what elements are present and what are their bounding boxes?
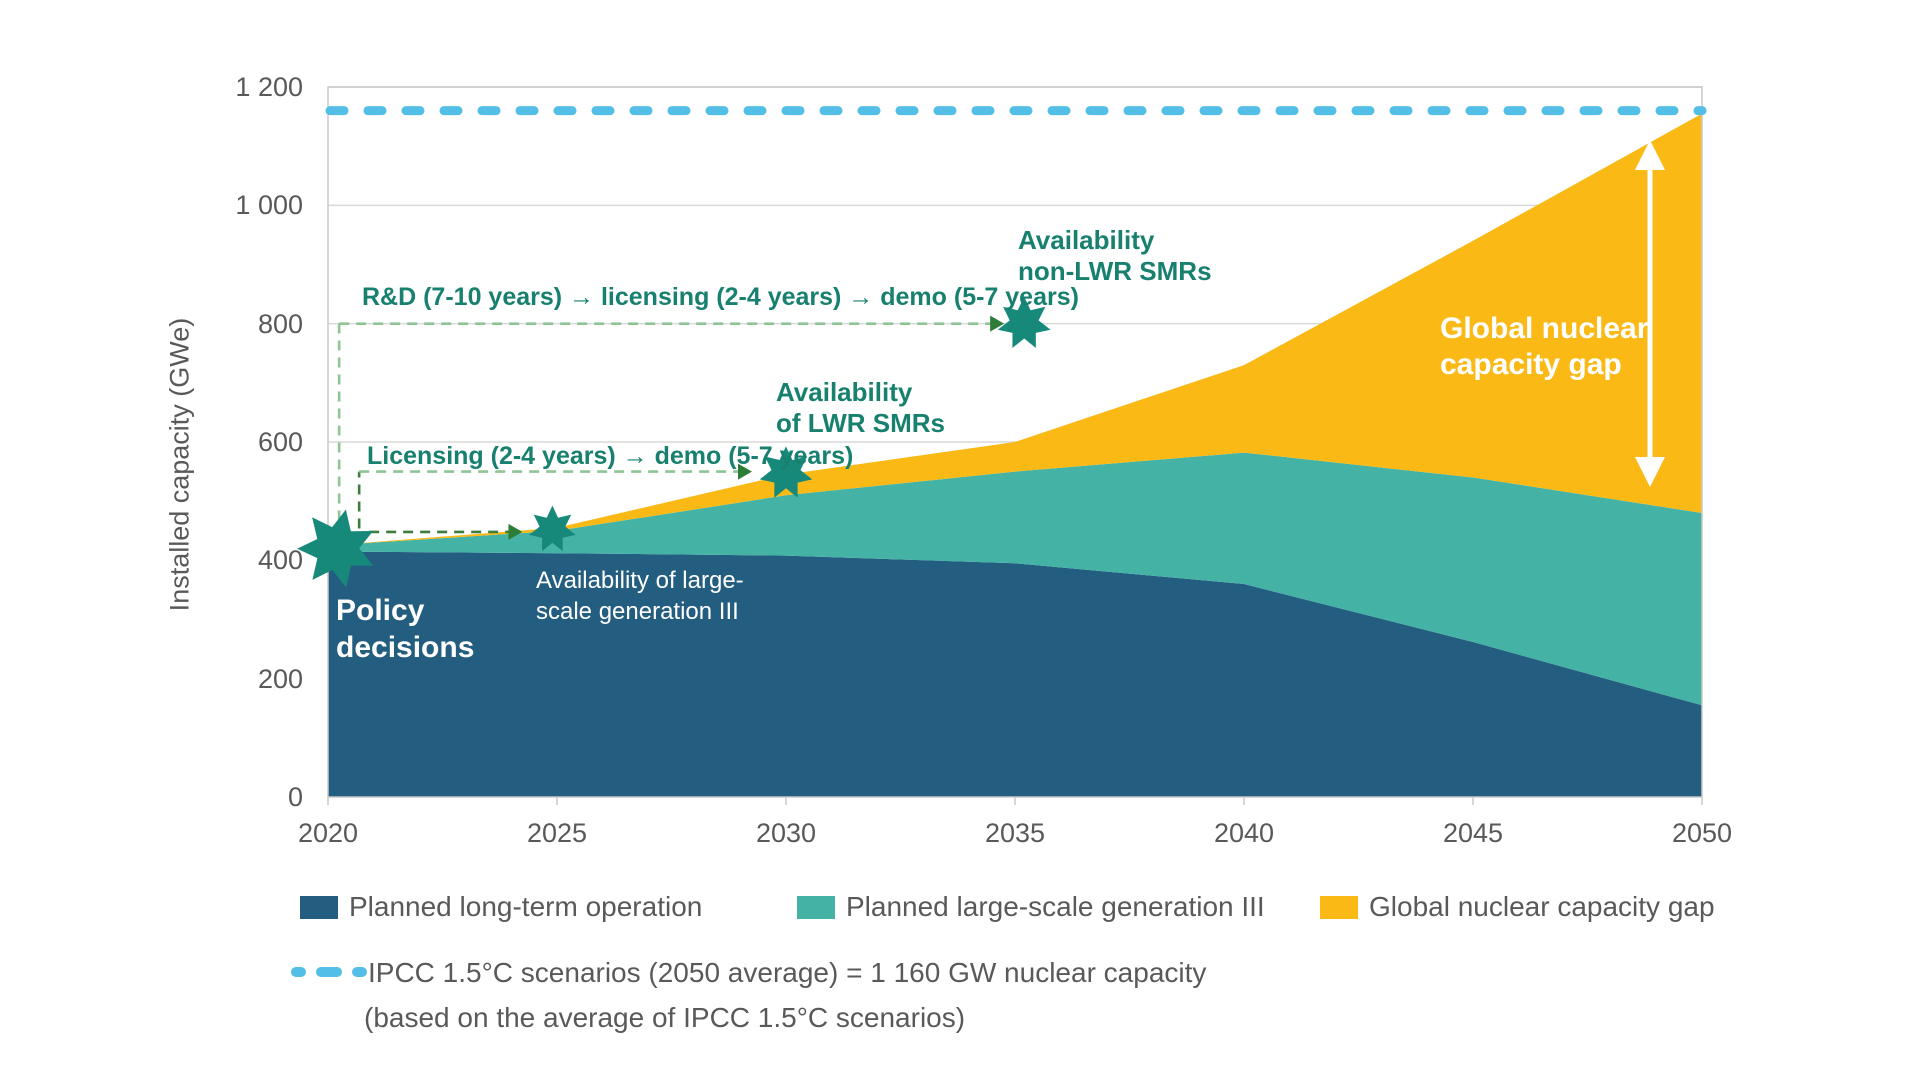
ipcc-dashed-line-swatch xyxy=(291,967,367,977)
gap-label-line1: Global nuclear xyxy=(1440,312,1649,345)
nonlwr-label-line1: Availability xyxy=(1018,225,1155,255)
x-tick-label-2040: 2040 xyxy=(1213,818,1275,848)
ipcc-legend-line1: IPCC 1.5°C scenarios (2050 average) = 1 … xyxy=(368,957,1207,988)
legend-swatch-yellow xyxy=(1320,895,1358,919)
licensing-path-annotation: Licensing (2-4 years) → demo (5-7 years) xyxy=(367,442,854,470)
rd-path-arrowhead xyxy=(990,315,1005,332)
milestone-star-policy xyxy=(297,509,374,588)
legend-label: Planned long-term operation xyxy=(349,891,703,922)
nonlwr-label-line2: non-LWR SMRs xyxy=(1018,256,1212,286)
gap-label-line2: capacity gap xyxy=(1440,348,1622,381)
non-lwr-smr-availability-label: Availability non-LWR SMRs xyxy=(1018,225,1212,287)
large-scale-gen3-label: Availability of large- scale generation … xyxy=(536,565,744,627)
policy-label-line2: decisions xyxy=(336,631,475,664)
ipcc-dash xyxy=(316,967,342,977)
licensing-path-arrowhead xyxy=(738,463,752,480)
legend-swatch-navy xyxy=(300,895,338,919)
milestone-star-gen3 xyxy=(529,505,576,552)
rd-path-annotation: R&D (7-10 years) → licensing (2-4 years)… xyxy=(362,283,1079,311)
x-tick-label-2020: 2020 xyxy=(297,818,359,848)
largescale-label-line1: Availability of large- xyxy=(536,567,744,594)
x-tick-label-2045: 2045 xyxy=(1442,818,1504,848)
legend-label: Planned large-scale generation III xyxy=(846,891,1265,922)
area-planned-large-scale-gen3 xyxy=(328,452,1702,706)
y-tick-label-600: 600 xyxy=(257,427,303,457)
legend-item-planned-long-term: Planned long-term operation xyxy=(300,891,703,922)
y-tick-label-200: 200 xyxy=(257,663,303,694)
x-tick-label-2035: 2035 xyxy=(984,818,1046,848)
y-tick-label-800: 800 xyxy=(257,308,303,339)
y-tick-label-400: 400 xyxy=(257,545,303,576)
lwr-smr-availability-label: Availability of LWR SMRs xyxy=(776,377,945,439)
y-tick-label-1000: 1 000 xyxy=(235,190,303,221)
legend-swatch-teal xyxy=(797,895,835,919)
milestone-star-nonlwr xyxy=(997,296,1051,348)
capacity-gap-label: Global nuclear capacity gap xyxy=(1440,311,1648,383)
area-global-nuclear-capacity-gap xyxy=(328,113,1702,546)
legend-item-capacity-gap: Global nuclear capacity gap xyxy=(1320,891,1715,922)
ipcc-dash xyxy=(291,967,306,977)
x-tick-label-2025: 2025 xyxy=(526,818,588,848)
policy-label-line1: Policy xyxy=(336,594,425,627)
policy-decisions-label: Policy decisions xyxy=(336,592,474,666)
legend-item-large-scale-gen3: Planned large-scale generation III xyxy=(797,891,1265,922)
largescale-label-line2: scale generation III xyxy=(536,598,739,625)
y-tick-label-1200: 1 200 xyxy=(235,72,303,102)
milestone-star-lwr xyxy=(759,446,813,498)
x-tick-label-2050: 2050 xyxy=(1671,818,1733,848)
ipcc-legend-line2: (based on the average of IPCC 1.5°C scen… xyxy=(364,1002,966,1033)
ipcc-dash xyxy=(352,967,367,977)
legend-label: Global nuclear capacity gap xyxy=(1369,891,1715,922)
y-tick-label-0: 0 xyxy=(287,782,303,812)
x-tick-label-2030: 2030 xyxy=(755,818,817,848)
gen3-path-arrowhead xyxy=(508,523,523,540)
area-planned-long-term-operation xyxy=(328,551,1702,797)
lwr-label-line2: of LWR SMRs xyxy=(776,408,945,438)
gap-arrow-head-down xyxy=(1635,457,1665,487)
lwr-label-line1: Availability xyxy=(776,377,913,407)
gap-arrow-head-up xyxy=(1635,140,1665,170)
